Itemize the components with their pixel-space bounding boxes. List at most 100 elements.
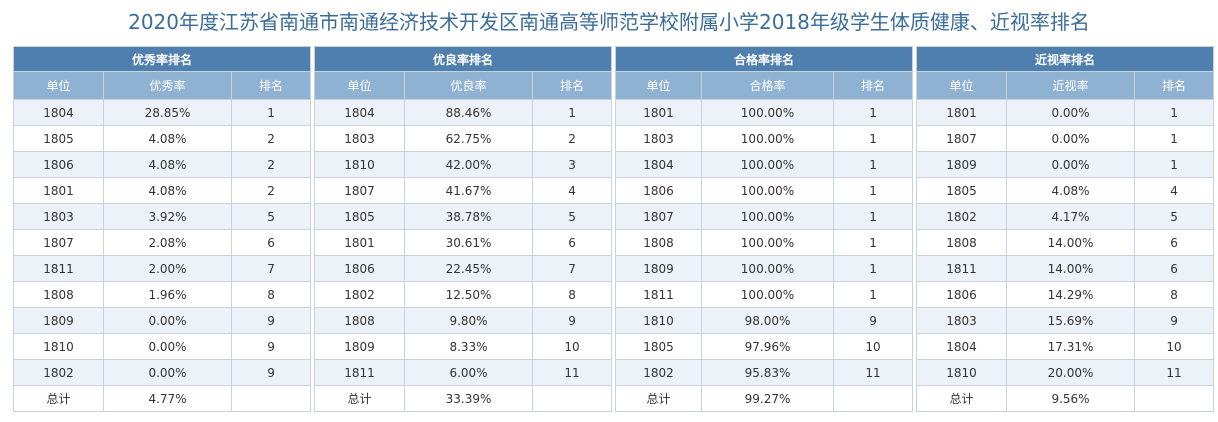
rank-cell: 1 [832,125,914,152]
unit-cell: 1810 [13,333,104,360]
rank-cell: 9 [230,333,312,360]
rate-cell: 100.00% [701,229,834,256]
total-label: 总计 [916,385,1007,412]
total-rank [1133,385,1215,412]
unit-cell: 1807 [13,229,104,256]
table-row: 1802 4.17% 5 [916,203,1215,230]
rank-cell: 11 [531,359,613,386]
unit-cell: 1808 [615,229,702,256]
unit-cell: 1801 [13,177,104,204]
unit-cell: 1801 [314,229,405,256]
unit-cell: 1811 [615,281,702,308]
column-header-rank: 排名 [230,71,312,100]
column-header-rate: 优秀率 [103,71,232,100]
total-rate: 99.27% [701,385,834,412]
table-column-header-row: 单位 优秀率 排名 [13,71,312,100]
unit-cell: 1806 [13,151,104,178]
rank-cell: 5 [230,203,312,230]
table-row: 1808 14.00% 6 [916,229,1215,256]
unit-cell: 1802 [916,203,1007,230]
myopia-rate-table: 近视率排名 单位 近视率 排名 1801 0.00% 1 1807 0.00% 1 1809 0.00… [915,46,1215,412]
table-row: 1803 62.75% 2 [314,125,613,152]
table-row: 1804 100.00% 1 [615,151,914,178]
table-row: 1804 88.46% 1 [314,99,613,126]
rank-cell: 1 [832,281,914,308]
rate-cell: 20.00% [1006,359,1135,386]
rank-cell: 8 [1133,281,1215,308]
rank-cell: 1 [531,99,613,126]
rate-cell: 0.00% [103,359,232,386]
table-column-header-row: 单位 优良率 排名 [314,71,613,100]
rate-cell: 8.33% [404,333,533,360]
rank-cell: 6 [531,229,613,256]
table-row: 1810 98.00% 9 [615,307,914,334]
total-rank [531,385,613,412]
table-row: 1806 14.29% 8 [916,281,1215,308]
rate-cell: 14.29% [1006,281,1135,308]
column-header-rate: 近视率 [1006,71,1135,100]
rate-cell: 4.17% [1006,203,1135,230]
unit-cell: 1806 [314,255,405,282]
unit-cell: 1802 [314,281,405,308]
unit-cell: 1809 [314,333,405,360]
table-row: 1801 0.00% 1 [916,99,1215,126]
unit-cell: 1803 [916,307,1007,334]
table-row: 1809 8.33% 10 [314,333,613,360]
table-row: 1808 1.96% 8 [13,281,312,308]
rate-cell: 100.00% [701,151,834,178]
column-header-rank: 排名 [832,71,914,100]
rank-cell: 4 [1133,177,1215,204]
rank-cell: 1 [1133,125,1215,152]
rank-cell: 1 [1133,99,1215,126]
column-header-unit: 单位 [13,71,104,100]
table-row: 1807 0.00% 1 [916,125,1215,152]
rate-cell: 38.78% [404,203,533,230]
rate-cell: 17.31% [1006,333,1135,360]
unit-cell: 1807 [314,177,405,204]
rate-cell: 4.08% [1006,177,1135,204]
unit-cell: 1804 [916,333,1007,360]
rank-cell: 2 [531,125,613,152]
table-column-header-row: 单位 近视率 排名 [916,71,1215,100]
unit-cell: 1810 [615,307,702,334]
total-rate: 9.56% [1006,385,1135,412]
total-rate: 4.77% [103,385,232,412]
rank-cell: 5 [1133,203,1215,230]
unit-cell: 1802 [13,359,104,386]
table-row: 1808 100.00% 1 [615,229,914,256]
rank-cell: 1 [832,177,914,204]
unit-cell: 1805 [314,203,405,230]
table-row: 1804 17.31% 10 [916,333,1215,360]
total-label: 总计 [314,385,405,412]
rank-cell: 2 [230,151,312,178]
table-group-title: 优秀率排名 [12,46,312,72]
unit-cell: 1805 [615,333,702,360]
rank-cell: 9 [1133,307,1215,334]
rank-cell: 9 [832,307,914,334]
rank-cell: 8 [531,281,613,308]
table-row: 1807 100.00% 1 [615,203,914,230]
rate-cell: 42.00% [404,151,533,178]
rank-cell: 6 [1133,255,1215,282]
unit-cell: 1803 [13,203,104,230]
rank-cell: 11 [1133,359,1215,386]
rank-cell: 1 [832,203,914,230]
rate-cell: 12.50% [404,281,533,308]
table-row: 1809 0.00% 9 [13,307,312,334]
unit-cell: 1810 [916,359,1007,386]
unit-cell: 1808 [13,281,104,308]
rate-cell: 0.00% [103,333,232,360]
table-row: 1811 2.00% 7 [13,255,312,282]
unit-cell: 1807 [615,203,702,230]
rank-cell: 4 [531,177,613,204]
unit-cell: 1801 [615,99,702,126]
table-group-title: 合格率排名 [614,46,914,72]
rate-cell: 14.00% [1006,229,1135,256]
rate-cell: 88.46% [404,99,533,126]
table-row: 1803 15.69% 9 [916,307,1215,334]
rate-cell: 100.00% [701,125,834,152]
table-group-title: 优良率排名 [313,46,613,72]
column-header-unit: 单位 [615,71,702,100]
rank-cell: 7 [230,255,312,282]
rate-cell: 2.08% [103,229,232,256]
